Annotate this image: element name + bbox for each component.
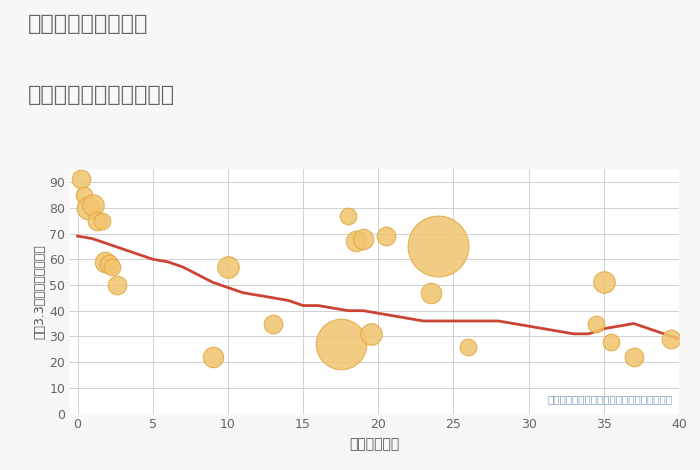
X-axis label: 築年数（年）: 築年数（年）: [349, 437, 400, 451]
Point: [426, 289, 437, 297]
Point: [83, 204, 94, 212]
Point: [267, 320, 279, 327]
Point: [606, 338, 617, 345]
Point: [365, 330, 377, 337]
Point: [92, 217, 103, 224]
Point: [335, 340, 346, 348]
Point: [106, 263, 118, 271]
Point: [591, 320, 602, 327]
Point: [75, 176, 86, 183]
Point: [87, 202, 98, 209]
Point: [463, 343, 474, 351]
Point: [78, 191, 89, 199]
Point: [342, 212, 354, 219]
Text: 円の大きさは、取引のあった物件面積を示す: 円の大きさは、取引のあった物件面積を示す: [548, 394, 673, 404]
Point: [598, 279, 610, 286]
Point: [358, 235, 369, 243]
Point: [433, 243, 444, 250]
Text: 築年数別中古戸建て価格: 築年数別中古戸建て価格: [28, 85, 175, 105]
Point: [104, 261, 115, 268]
Point: [223, 263, 234, 271]
Point: [629, 353, 640, 361]
Point: [99, 258, 110, 266]
Point: [350, 237, 361, 245]
Point: [380, 232, 391, 240]
Point: [207, 353, 218, 361]
Text: 埼玉県鴻巣市下谷の: 埼玉県鴻巣市下谷の: [28, 14, 148, 34]
Point: [666, 335, 677, 343]
Y-axis label: 坪（3.3㎡）単価（万円）: 坪（3.3㎡）単価（万円）: [34, 244, 46, 339]
Point: [111, 281, 122, 289]
Point: [96, 217, 107, 224]
